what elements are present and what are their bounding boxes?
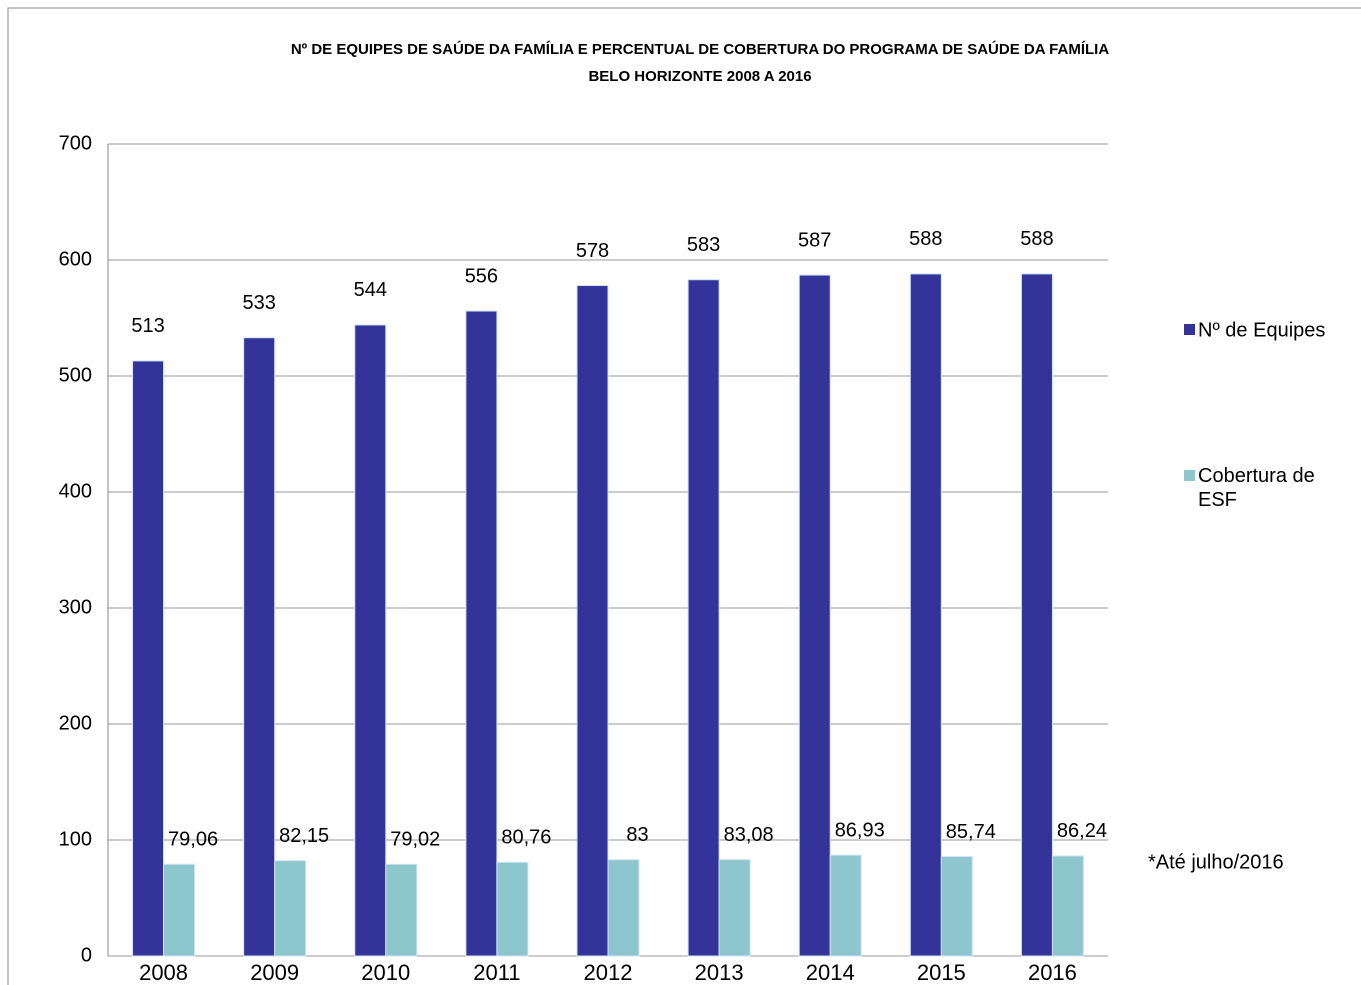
x-tick-label: 2013 (695, 960, 744, 985)
value-label: 86,24 (1057, 820, 1107, 842)
bar (718, 859, 751, 957)
chart-title: Nº DE EQUIPES DE SAÚDE DA FAMÍLIA E PERC… (291, 40, 1109, 58)
bar (1051, 855, 1084, 957)
value-label: 79,02 (390, 829, 440, 851)
y-tick-label: 300 (59, 596, 92, 618)
bar (829, 854, 862, 957)
legend-label: Cobertura de ESF (1198, 465, 1315, 511)
bar (465, 310, 498, 957)
bar (243, 337, 276, 957)
bar (496, 861, 529, 957)
bar (687, 279, 720, 957)
value-label: 587 (798, 229, 831, 251)
value-label: 583 (687, 234, 720, 256)
annotation: *Até julho/2016 (1148, 851, 1284, 873)
value-label: 556 (465, 265, 498, 287)
x-tick-label: 2014 (806, 960, 855, 985)
bar (576, 285, 609, 957)
bar (798, 274, 831, 957)
value-label: 83 (626, 824, 648, 846)
y-tick-label: 0 (81, 944, 92, 966)
x-tick-label: 2010 (361, 960, 410, 985)
value-label: 588 (1020, 228, 1053, 250)
bar (607, 859, 640, 957)
bar (385, 863, 418, 957)
bar (940, 856, 973, 957)
value-label: 533 (242, 292, 275, 314)
y-tick-label: 400 (59, 480, 92, 502)
value-label: 578 (576, 240, 609, 262)
value-label: 513 (131, 315, 164, 337)
x-tick-label: 2011 (473, 960, 520, 985)
x-tick-label: 2016 (1028, 960, 1077, 985)
bar (163, 863, 196, 957)
y-tick-label: 100 (59, 828, 92, 850)
value-label: 82,15 (279, 825, 329, 847)
value-label: 86,93 (835, 819, 885, 841)
value-label: 79,06 (168, 829, 218, 851)
y-tick-label: 600 (59, 248, 92, 270)
legend-label: Nº de Equipes (1198, 319, 1325, 341)
y-tick-label: 700 (59, 132, 92, 154)
x-tick-label: 2008 (139, 960, 188, 985)
value-label: 85,74 (946, 821, 996, 843)
bar (1020, 273, 1053, 957)
chart-frame (7, 7, 1361, 985)
value-label: 544 (354, 279, 387, 301)
y-tick-label: 500 (59, 364, 92, 386)
chart-subtitle: BELO HORIZONTE 2008 A 2016 (588, 68, 811, 85)
bar (132, 360, 165, 957)
legend-swatch (1184, 324, 1195, 335)
x-tick-label: 2009 (250, 960, 299, 985)
bar (274, 860, 307, 957)
y-tick-label: 200 (59, 712, 92, 734)
value-label: 588 (909, 228, 942, 250)
legend-swatch (1184, 470, 1195, 481)
x-tick-label: 2015 (917, 960, 966, 985)
value-label: 80,76 (501, 827, 551, 849)
bar (354, 324, 387, 957)
bar (909, 273, 942, 957)
value-label: 83,08 (724, 824, 774, 846)
x-tick-label: 2012 (584, 960, 633, 985)
